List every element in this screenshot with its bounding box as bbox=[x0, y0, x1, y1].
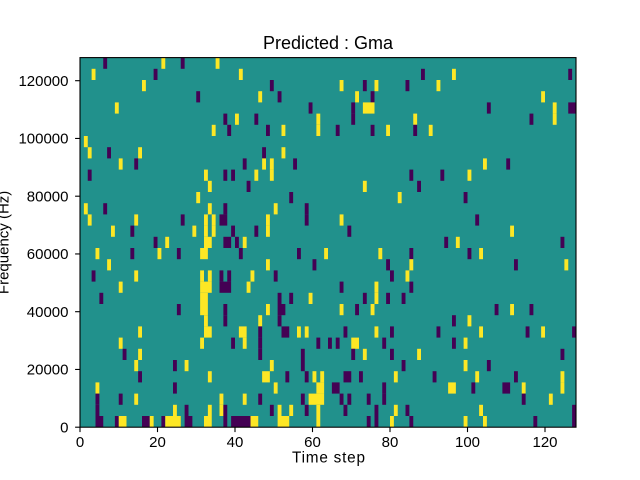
svg-text:40: 40 bbox=[227, 434, 244, 451]
svg-text:0: 0 bbox=[76, 434, 84, 451]
svg-text:60: 60 bbox=[304, 434, 321, 451]
svg-text:60000: 60000 bbox=[27, 246, 69, 263]
svg-text:40000: 40000 bbox=[27, 304, 69, 321]
svg-text:Frequency (Hz): Frequency (Hz) bbox=[0, 191, 13, 294]
svg-text:Time step: Time step bbox=[292, 450, 366, 467]
svg-text:80000: 80000 bbox=[27, 188, 69, 205]
svg-text:0: 0 bbox=[60, 419, 68, 436]
svg-text:100000: 100000 bbox=[18, 131, 68, 148]
svg-text:80: 80 bbox=[382, 434, 399, 451]
svg-text:20: 20 bbox=[149, 434, 166, 451]
svg-text:20000: 20000 bbox=[27, 362, 69, 379]
svg-text:120: 120 bbox=[532, 434, 557, 451]
svg-text:120000: 120000 bbox=[18, 73, 68, 90]
svg-text:Predicted : Gma: Predicted : Gma bbox=[263, 33, 394, 53]
svg-text:100: 100 bbox=[455, 434, 480, 451]
